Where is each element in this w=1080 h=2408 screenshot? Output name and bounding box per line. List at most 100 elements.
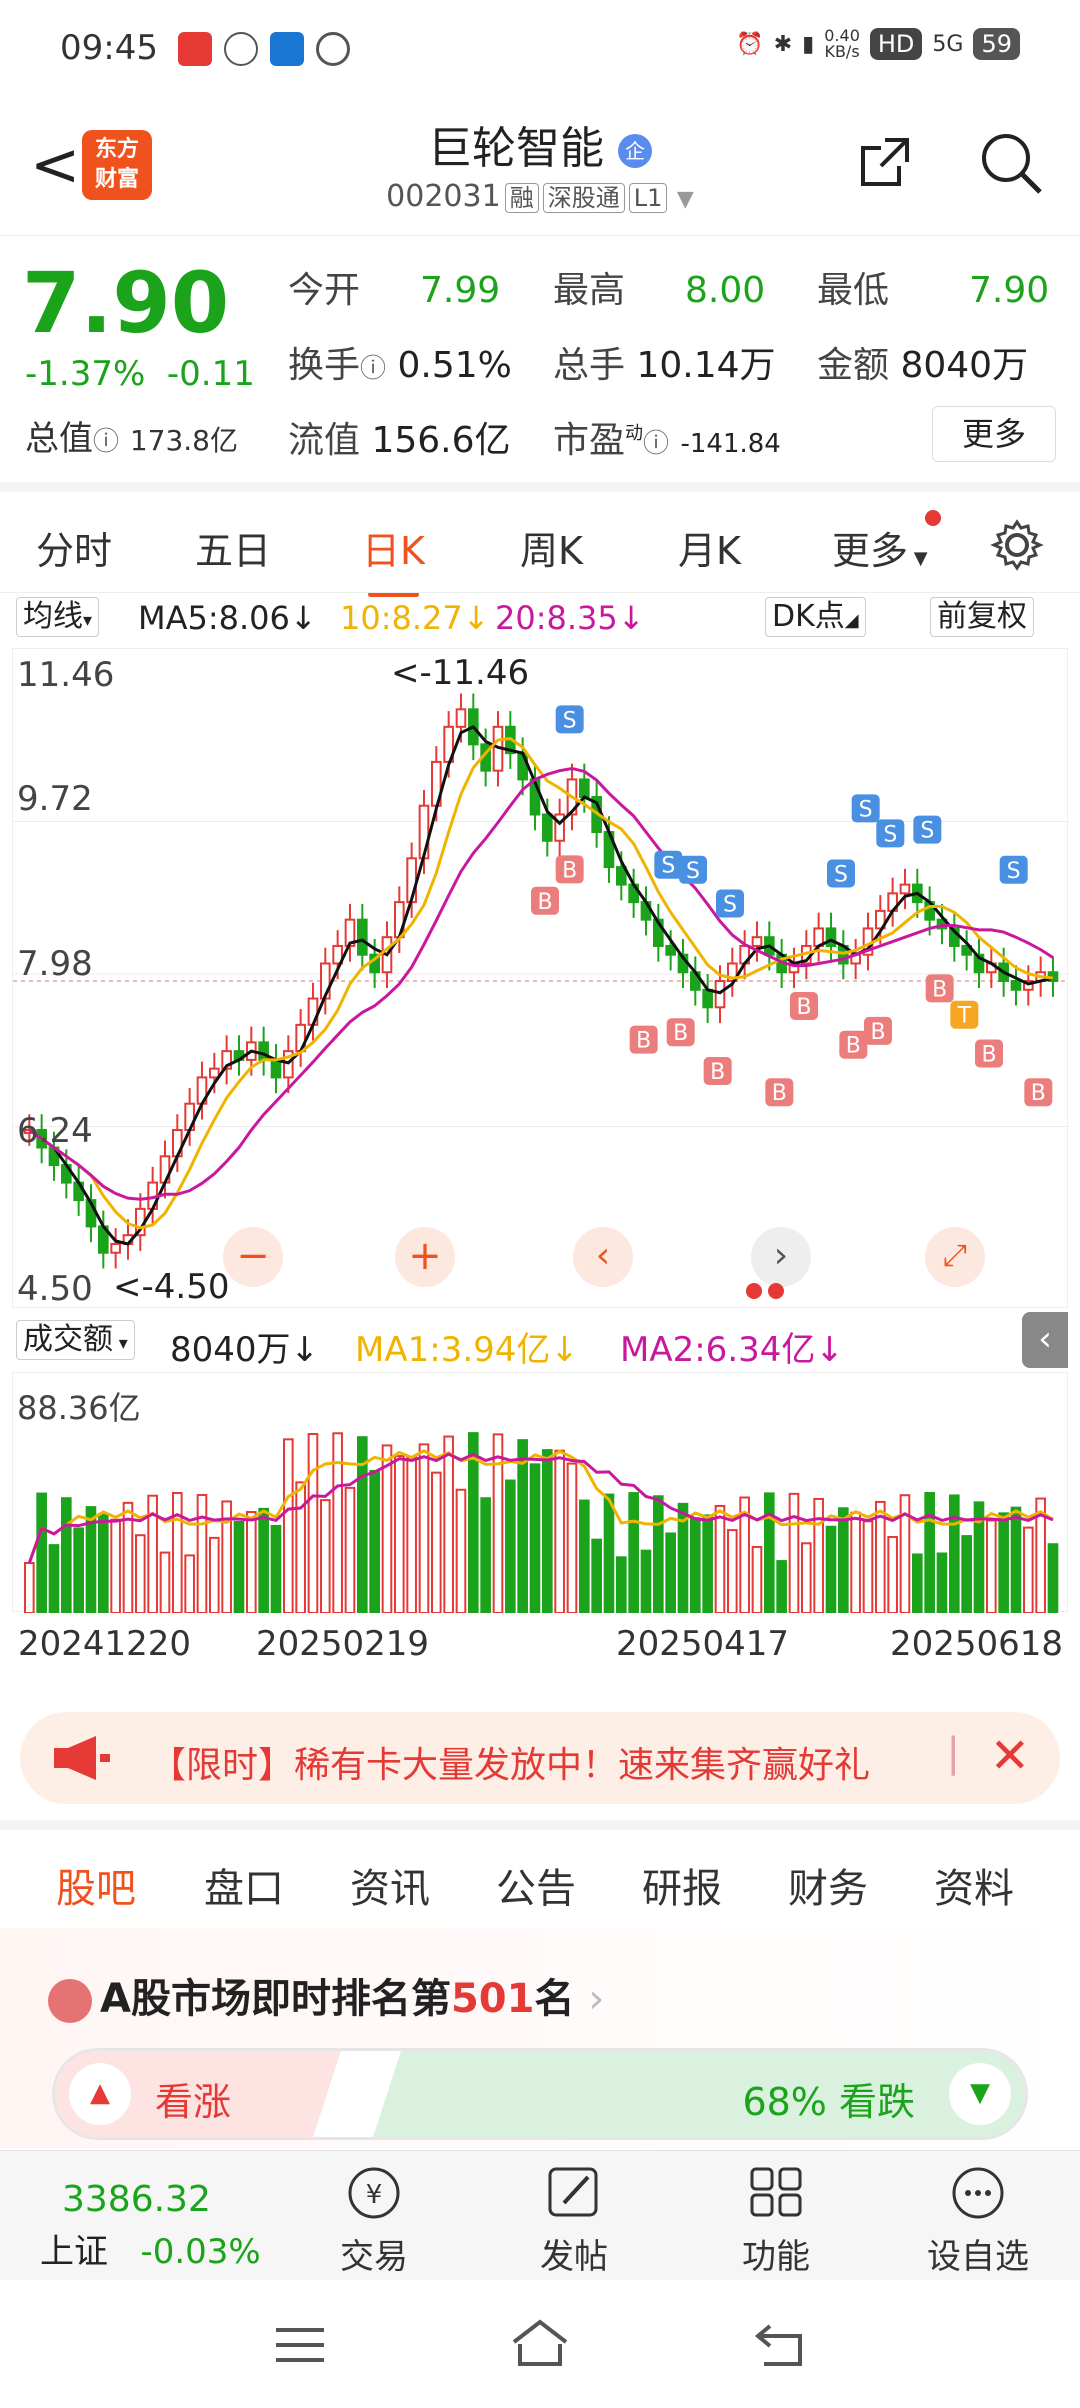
marker-label: B (562, 858, 577, 883)
volume-ma1-line (27, 1449, 1054, 1564)
bear-area[interactable] (355, 2051, 1025, 2137)
trade-button[interactable]: ¥ 交易 (294, 2163, 454, 2278)
marker-label: S (883, 822, 897, 847)
post-button[interactable]: 发帖 (494, 2163, 654, 2278)
promo-text[interactable]: 【限时】稀有卡大量发放中！速来集齐赢好礼 (150, 1745, 871, 1786)
volume-bar (542, 1449, 553, 1615)
status-bar: 09:45 ⏰ ✱ ▮ 0.40 KB/s HD 5G 59 (0, 0, 1080, 100)
bear-label[interactable]: 68% 看跌 (742, 2080, 915, 2124)
tab-announcements[interactable]: 公告 (496, 1866, 576, 1912)
share-icon[interactable] (855, 132, 915, 192)
tab-daily-k[interactable]: 日K (362, 520, 425, 597)
promo-banner[interactable]: 【限时】稀有卡大量发放中！速来集齐赢好礼 | ✕ (20, 1712, 1060, 1804)
volume-bar (184, 1554, 195, 1614)
tab-intraday[interactable]: 分时 (36, 529, 113, 573)
add-watchlist-button[interactable]: 设自选 (898, 2163, 1058, 2278)
tab-weekly-k[interactable]: 周K (520, 529, 583, 573)
marker-label: T (957, 1004, 972, 1029)
buy-marker (790, 991, 818, 1020)
zoom-out-button[interactable]: − (223, 1227, 283, 1287)
candle (233, 1035, 245, 1076)
volume-indicator-select[interactable]: 成交额 ▾ (16, 1320, 135, 1360)
candle (961, 930, 972, 971)
dk-point-select[interactable]: DK点◢ (765, 597, 866, 637)
volume-bar (690, 1517, 701, 1614)
volume-bar (344, 1486, 356, 1614)
notification-icons (178, 32, 350, 66)
bull-label[interactable]: 看涨 (155, 2080, 232, 2124)
system-navigation-bar (0, 2280, 1080, 2408)
tab-pankou[interactable]: 盘口 (204, 1866, 284, 1912)
marker-label: B (796, 995, 811, 1020)
marker-label: B (870, 1020, 885, 1045)
volume-bar (764, 1492, 775, 1614)
content-tabs: 股吧 盘口 资讯 公告 研报 财务 资料 (0, 1820, 1080, 1934)
fullscreen-button[interactable]: ⤢ (925, 1227, 985, 1287)
adjust-select[interactable]: 前复权 (930, 597, 1034, 637)
tab-guba[interactable]: 股吧 (56, 1856, 136, 1934)
back-icon[interactable]: < (30, 130, 81, 200)
volume-bar (110, 1518, 121, 1615)
collapse-panel-button[interactable]: ‹ (1022, 1312, 1068, 1368)
indicator-select[interactable]: 均线▾ (16, 597, 100, 637)
open-field: 今开 7.99 (288, 270, 501, 311)
back-nav-icon[interactable] (750, 2318, 810, 2370)
menu-icon[interactable] (270, 2320, 330, 2370)
date-tick-4: 20250618 (890, 1624, 1064, 1664)
marker-label: B (636, 1029, 651, 1054)
rank-title[interactable]: A股市场即时排名第501名 › (48, 1966, 604, 2024)
close-icon[interactable]: ✕ (989, 1728, 1030, 1784)
scroll-right-button[interactable]: › (751, 1227, 811, 1287)
candle (899, 868, 911, 910)
candle (850, 938, 861, 980)
search-icon[interactable] (978, 130, 1044, 196)
volume-bar (986, 1519, 997, 1614)
bull-icon[interactable]: ▲ (69, 2063, 131, 2125)
volume-bar (480, 1497, 491, 1614)
tab-news[interactable]: 资讯 (350, 1866, 430, 1912)
y-tick-2: 9.72 (17, 779, 93, 819)
marker-label: B (846, 1034, 861, 1059)
home-icon[interactable] (508, 2316, 572, 2370)
bear-icon[interactable]: ▼ (949, 2063, 1011, 2125)
scroll-left-button[interactable]: ‹ (573, 1227, 633, 1287)
candle (1010, 965, 1022, 1006)
eastmoney-logo[interactable]: 东方 财富 (82, 130, 152, 200)
tab-finance[interactable]: 财务 (788, 1866, 868, 1912)
candle (751, 921, 763, 962)
settings-icon[interactable] (990, 518, 1044, 572)
tab-monthly-k[interactable]: 月K (678, 529, 741, 573)
info-icon[interactable]: ⓘ (93, 427, 120, 457)
tab-research[interactable]: 研报 (642, 1866, 722, 1912)
red-dot-2 (768, 1283, 784, 1299)
volume-chart[interactable]: 88.36亿 (12, 1372, 1068, 1615)
function-button[interactable]: 功能 (696, 2163, 856, 2278)
volume-bar (579, 1499, 590, 1614)
tab-more[interactable]: 更多 ▼ (832, 529, 928, 573)
high-label: <-11.46 (391, 653, 530, 693)
marker-label: B (981, 1042, 996, 1067)
y-tick-4: 6.24 (17, 1111, 93, 1151)
volume-bar (727, 1529, 738, 1615)
clock: 09:45 (60, 28, 158, 68)
volume-bar (443, 1435, 454, 1614)
zoom-in-button[interactable]: + (395, 1227, 455, 1287)
tab-profile[interactable]: 资料 (934, 1866, 1014, 1912)
candle (221, 1035, 232, 1085)
marker-label: B (932, 977, 947, 1002)
more-button[interactable]: 更多 (932, 406, 1056, 462)
volume-bar (788, 1492, 800, 1614)
volume-bar (455, 1488, 467, 1614)
stock-code-row[interactable]: 002031 融深股通 L1 ▼ (386, 179, 694, 214)
system-status: ⏰ ✱ ▮ 0.40 KB/s HD 5G 59 (736, 28, 1020, 60)
sell-marker (851, 794, 880, 823)
volume-bar (554, 1449, 565, 1615)
tab-five-day[interactable]: 五日 (195, 529, 272, 573)
volume-bar (418, 1443, 430, 1614)
marker-label: S (1007, 859, 1021, 884)
float-cap-field: 流值 156.6亿 (288, 420, 511, 461)
index-quote[interactable]: 3386.32 上证 -0.03% (40, 2179, 261, 2272)
ma-legend-row: 均线▾ MA5:8.06↓ 10:8.27↓ 20:8.35↓ DK点◢ 前复权 (0, 592, 1080, 642)
volume-bar (406, 1456, 417, 1614)
